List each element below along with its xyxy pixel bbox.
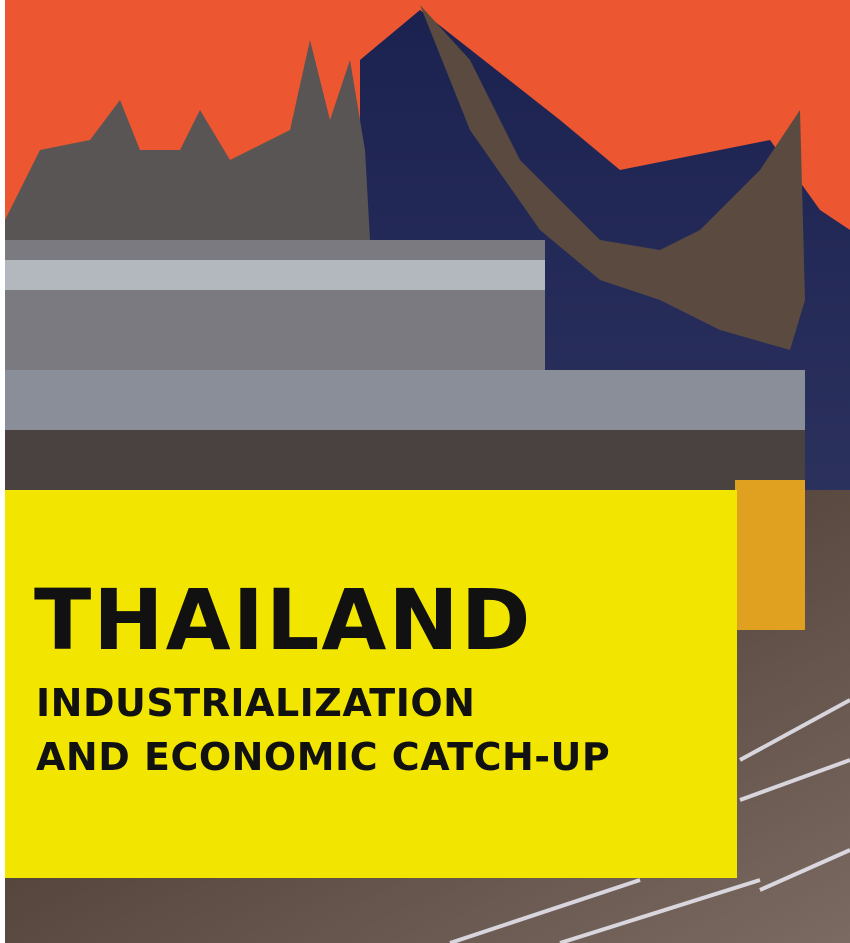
temple-silhouette [5, 40, 370, 250]
title: THAILAND [34, 571, 533, 669]
title-box [5, 490, 737, 878]
walkway [5, 370, 805, 430]
station-lights [5, 260, 545, 290]
walkway-base [5, 430, 805, 490]
bus [735, 480, 805, 630]
subtitle-line: INDUSTRIALIZATION [36, 681, 476, 725]
light-trails [449, 698, 850, 943]
subtitle-line: AND ECONOMIC CATCH-UP [36, 735, 611, 779]
overpass [420, 5, 805, 350]
